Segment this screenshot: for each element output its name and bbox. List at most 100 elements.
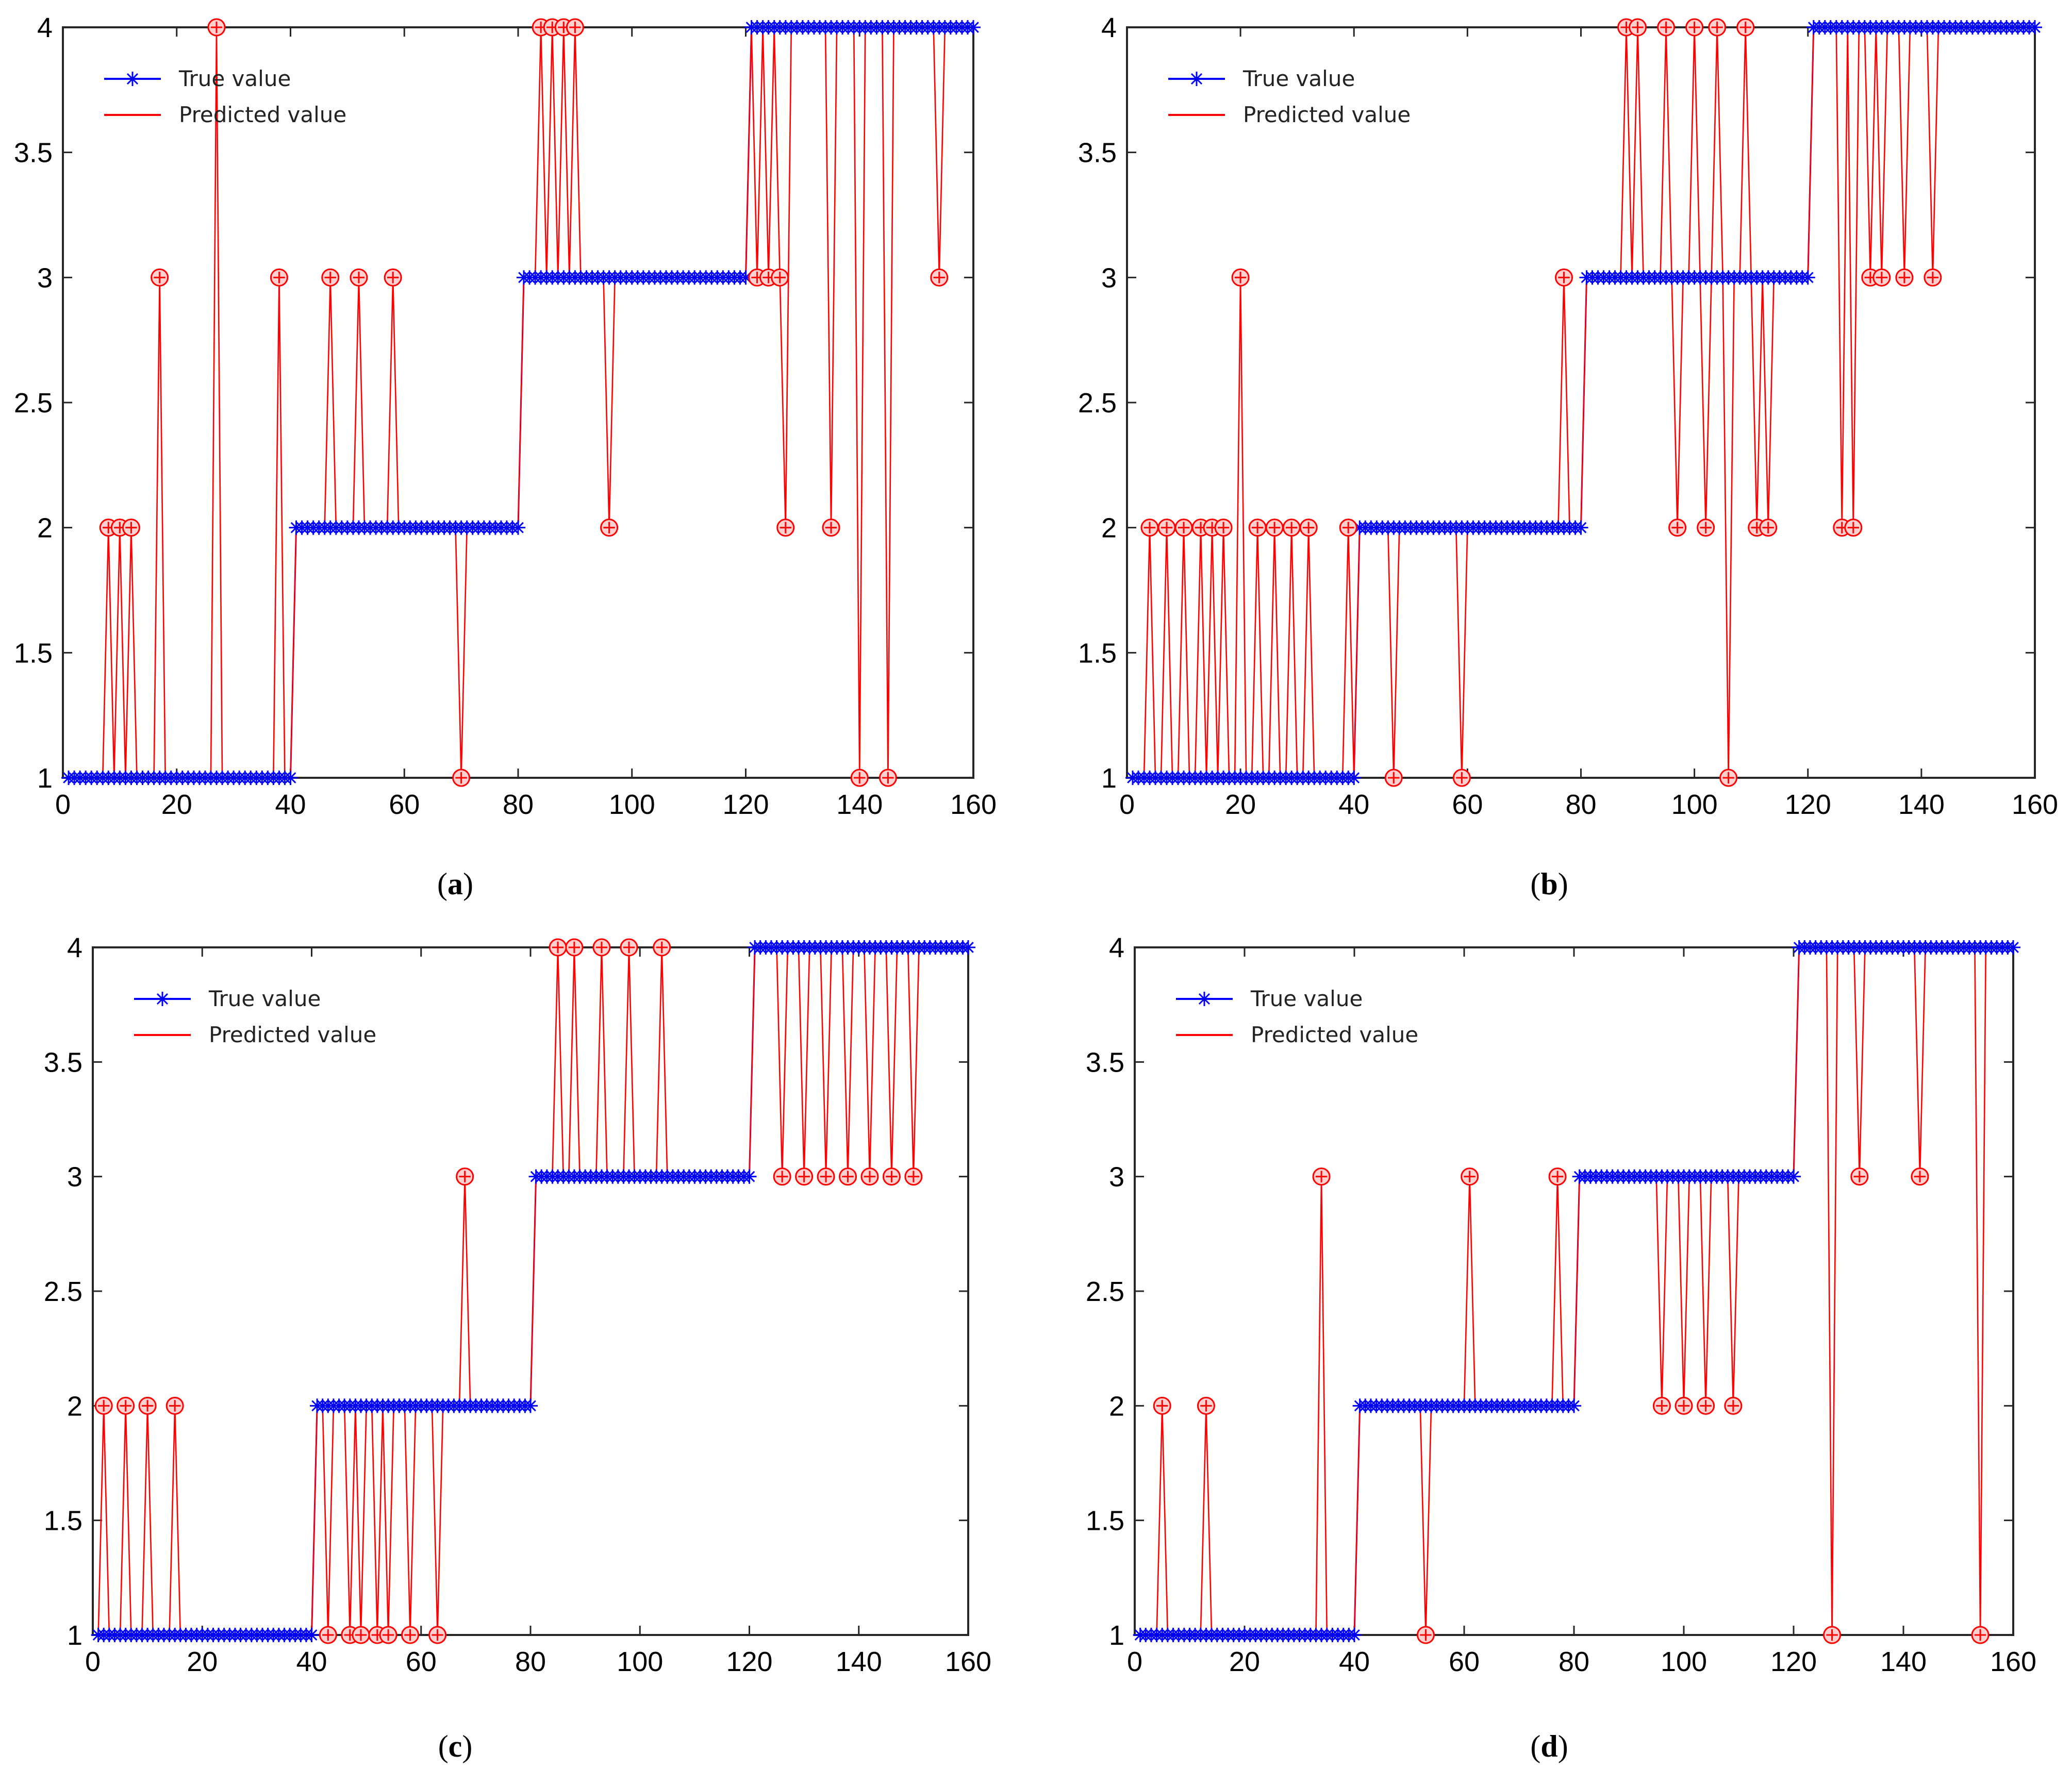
y-tick-label: 2 <box>37 513 53 544</box>
predicted-value-point <box>122 519 140 537</box>
true-value-point <box>1786 1169 1801 1184</box>
predicted-value-point <box>1548 1167 1567 1186</box>
x-tick-label: 120 <box>1770 1646 1817 1677</box>
caption-paren-close: ) <box>462 1729 472 1763</box>
predicted-value-point <box>930 268 949 287</box>
x-tick-label: 80 <box>515 1646 546 1677</box>
axes-frame <box>62 26 974 779</box>
predicted-value-point <box>350 268 368 287</box>
y-tick-label: 2 <box>1109 1391 1124 1422</box>
predicted-value-point <box>151 268 169 287</box>
x-tick-label: 120 <box>726 1646 772 1677</box>
legend-label-true: True value <box>1242 66 1355 91</box>
predicted-value-point <box>428 1626 447 1644</box>
caption-paren-close: ) <box>463 867 473 901</box>
predicted-value-point <box>904 1167 923 1186</box>
x-tick-label: 60 <box>1449 1646 1480 1677</box>
y-tick-label: 2.5 <box>14 388 53 419</box>
caption-paren-close: ) <box>1558 1729 1568 1763</box>
chart-panel-b: 0 20 40 60 80 100 120 140 160 1 1.5 2 2.5 3 3.5 4 True v… <box>1078 12 2058 901</box>
predicted-value-point <box>1850 1167 1869 1186</box>
predicted-value-point <box>1452 769 1471 787</box>
x-tick-label: 100 <box>1661 1646 1707 1677</box>
y-tick-label: 1 <box>37 763 53 794</box>
predicted-value-point <box>1708 18 1727 37</box>
y-tick-label: 3 <box>67 1162 82 1193</box>
chart-panel-a: 0 20 40 60 80 100 120 140 160 1 1.5 2 2.5 3 3.5 4 True v… <box>14 12 997 901</box>
predicted-value-point <box>1657 18 1676 37</box>
x-tick-label: 20 <box>1225 789 1256 820</box>
predicted-value-point <box>776 519 795 537</box>
y-tick-label: 1.5 <box>14 638 53 669</box>
predicted-value-point <box>352 1626 370 1644</box>
x-tick-label: 140 <box>1898 789 1945 820</box>
panel-caption: (a) <box>437 867 473 901</box>
y-tick-label: 2.5 <box>44 1276 82 1307</box>
predicted-value-point <box>1719 769 1738 787</box>
x-tick-label: 80 <box>1565 789 1596 820</box>
caption-paren-open: ( <box>437 867 447 901</box>
x-tick-label: 100 <box>1671 789 1718 820</box>
predicted-value-point <box>1339 519 1357 537</box>
predicted-value-point <box>117 1396 135 1415</box>
legend-marker-true <box>1197 992 1212 1006</box>
y-tick-label: 2 <box>67 1391 82 1422</box>
predicted-value-point <box>1872 268 1891 287</box>
x-tick-label: 40 <box>1339 1646 1370 1677</box>
predicted-value-point <box>620 938 638 957</box>
caption-paren-open: ( <box>1530 1729 1540 1763</box>
y-tick-label: 4 <box>67 932 82 963</box>
legend-label-true: True value <box>1250 986 1363 1011</box>
y-tick-label: 2.5 <box>1086 1276 1124 1307</box>
predicted-value-point <box>1685 18 1704 37</box>
predicted-value-point <box>456 1167 474 1186</box>
x-tick-label: 0 <box>55 789 71 820</box>
predicted-value-point <box>839 1167 857 1186</box>
x-tick-label: 160 <box>950 789 997 820</box>
predicted-value-point <box>795 1167 814 1186</box>
y-tick-label: 1 <box>1101 763 1117 794</box>
predicted-value-point <box>882 1167 901 1186</box>
predicted-value-point <box>1299 519 1318 537</box>
legend-label-predicted: Predicted value <box>179 102 346 127</box>
predicted-value-point <box>850 769 869 787</box>
predicted-value-point <box>1675 1396 1693 1415</box>
predicted-value-point <box>600 519 619 537</box>
x-tick-label: 120 <box>722 789 769 820</box>
predicted-value-point <box>1416 1626 1435 1644</box>
predicted-value-point <box>452 769 471 787</box>
caption-paren-open: ( <box>1530 867 1540 901</box>
y-tick-label: 4 <box>37 12 53 43</box>
predicted-value-point <box>379 1626 397 1644</box>
true-value-point <box>961 940 975 955</box>
true-value-point <box>304 1628 319 1642</box>
predicted-value-point <box>1157 519 1176 537</box>
predicted-value-point <box>1265 519 1284 537</box>
true-value-point <box>2006 940 2020 955</box>
predicted-value-point <box>1924 268 1942 287</box>
predicted-value-point <box>1153 1396 1171 1415</box>
predicted-value-point <box>1823 1626 1842 1644</box>
x-tick-label: 40 <box>275 789 306 820</box>
true-value-point <box>523 1398 538 1413</box>
predicted-value-point <box>1231 268 1250 287</box>
x-tick-label: 100 <box>609 789 655 820</box>
x-tick-label: 120 <box>1785 789 1831 820</box>
predicted-value-point <box>1248 519 1267 537</box>
x-tick-label: 40 <box>296 1646 327 1677</box>
panel-caption: (c) <box>438 1729 473 1763</box>
true-value-point <box>1573 520 1588 535</box>
x-tick-label: 0 <box>85 1646 101 1677</box>
caption-letter: d <box>1540 1729 1557 1763</box>
predicted-value-point <box>817 1167 835 1186</box>
legend-marker-true <box>1189 72 1204 86</box>
predicted-value-point <box>1895 268 1914 287</box>
true-value-point <box>1347 1628 1362 1642</box>
legend-marker-true <box>125 72 140 86</box>
y-tick-label: 3 <box>37 262 53 293</box>
predicted-value-point <box>566 18 584 37</box>
legend-label-true: True value <box>208 986 321 1011</box>
predicted-value-point <box>1384 769 1403 787</box>
predicted-value-point <box>1197 1396 1215 1415</box>
y-tick-label: 3.5 <box>44 1047 82 1078</box>
